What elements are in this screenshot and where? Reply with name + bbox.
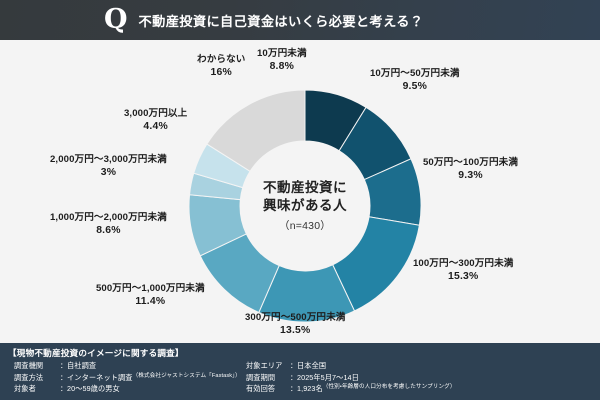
detail-key: 調査方法	[14, 372, 44, 382]
footer-bar: 【現物不動産投資のイメージに関する調査】 調査機関：自社調査 調査方法：インターネ…	[0, 343, 600, 400]
slice-label-value: 16%	[210, 67, 232, 79]
slice-label-text: 2,000万円～3,000万円未満	[50, 154, 167, 165]
survey-details-left: 調査機関：自社調査 調査方法：インターネット調査 （株式会社ジャストシステム「Fas…	[14, 360, 241, 395]
slice-label-value: 8.8%	[269, 61, 295, 73]
slice-label-text: 10万円未満	[257, 48, 307, 59]
slice-label-value: 11.4%	[135, 296, 166, 308]
slice-label-5: 500万円～1,000万円未満 11.4%	[96, 283, 205, 308]
detail-key: 有効回答	[246, 384, 276, 394]
survey-detail-row: 有効回答 ： 1,923名 （性別・年齢層の人口分布を考慮したサンプリング）	[246, 383, 456, 395]
slice-label-text: 1,000万円～2,000万円未満	[50, 212, 167, 223]
detail-value: 自社調査	[67, 361, 97, 370]
survey-detail-row: 対象者 ： 20～59歳の男女	[14, 383, 241, 395]
slice-label-value: 13.5%	[280, 325, 311, 337]
slice-label-8: 3,000万円以上 4.4%	[124, 108, 187, 133]
detail-value: 日本全国	[297, 361, 327, 370]
slice-label-text: 300万円～500万円未満	[245, 312, 346, 323]
slice-label-1: 10万円～50万円未満 9.5%	[370, 68, 460, 93]
slice-label-6: 1,000万円～2,000万円未満 8.6%	[50, 212, 167, 237]
detail-separator: ：	[290, 372, 298, 382]
slice-label-text: 10万円～50万円未満	[370, 68, 460, 79]
survey-details-right: 対象エリア：日本全国 調査期間： 2025年5月7～14日 有効回答： 1,923名 （性…	[246, 360, 456, 395]
detail-separator: ：	[60, 372, 68, 382]
detail-separator: ：	[290, 361, 298, 370]
slice-label-value: 8.6%	[96, 225, 121, 237]
survey-detail-row: 調査期間 ： 2025年5月7～14日	[246, 372, 456, 384]
slice-label-value: 9.5%	[402, 81, 428, 93]
donut-slice[interactable]	[206, 90, 306, 172]
survey-detail-row: 対象エリア ：日本全国	[246, 360, 456, 372]
detail-value: インターネット調査	[67, 372, 133, 382]
slice-label-text: 100万円～300万円未満	[413, 258, 514, 269]
detail-separator: ：	[60, 384, 68, 394]
slice-label-text: 3,000万円以上	[124, 108, 188, 119]
detail-key: 調査機関	[14, 361, 44, 370]
page-title: 不動産投資に自己資金はいくら必要と考える？	[138, 13, 424, 29]
slice-label-value: 3%	[100, 167, 117, 179]
detail-value: 20～59歳の男女	[67, 384, 120, 394]
donut-chart	[189, 90, 421, 322]
detail-key: 対象エリア	[246, 361, 283, 370]
chart-area: 不動産投資に 興味がある人 （n=430） 10万円未満 8.8% 10万円～5…	[0, 40, 600, 343]
survey-detail-row: 調査機関 ：自社調査	[14, 360, 241, 372]
header-bar: Q 不動産投資に自己資金はいくら必要と考える？	[0, 0, 600, 40]
slice-label-value: 15.3%	[448, 271, 479, 283]
slice-label-0: 10万円未満 8.8%	[257, 48, 307, 73]
detail-note: （性別・年齢層の人口分布を考慮したサンプリング）	[322, 384, 456, 391]
slice-label-7: 2,000万円～3,000万円未満 3%	[50, 154, 167, 179]
slice-label-text: わからない	[197, 54, 246, 65]
slice-label-3: 100万円～300万円未満 15.3%	[413, 258, 513, 283]
slice-label-text: 500万円～1,000万円未満	[96, 283, 205, 294]
slice-label-value: 4.4%	[143, 121, 168, 133]
header-content: Q 不動産投資に自己資金はいくら必要と考える？	[104, 3, 424, 35]
detail-key: 調査期間	[246, 372, 276, 382]
detail-note: （株式会社ジャストシステム「Fastask」）	[132, 372, 241, 379]
question-mark-icon: Q	[104, 3, 128, 35]
slice-label-value: 9.3%	[458, 170, 483, 182]
detail-separator: ：	[60, 361, 68, 370]
survey-detail-row: 調査方法 ：インターネット調査 （株式会社ジャストシステム「Fastask」）	[14, 372, 241, 384]
slice-label-text: 50万円～100万円未満	[423, 157, 519, 168]
donut-slices	[189, 90, 421, 322]
donut-chart-svg	[189, 90, 421, 322]
slice-label-4: 300万円～500万円未満 13.5%	[245, 312, 345, 337]
detail-separator: ：	[290, 384, 298, 394]
survey-title: 【現物不動産投資のイメージに関する調査】	[8, 347, 184, 359]
slice-label-9: わからない 16%	[197, 54, 245, 79]
detail-value: 2025年5月7～14日	[297, 372, 359, 382]
detail-key: 対象者	[14, 384, 36, 394]
slice-label-2: 50万円～100万円未満 9.3%	[423, 157, 518, 182]
detail-value: 1,923名	[297, 384, 323, 394]
